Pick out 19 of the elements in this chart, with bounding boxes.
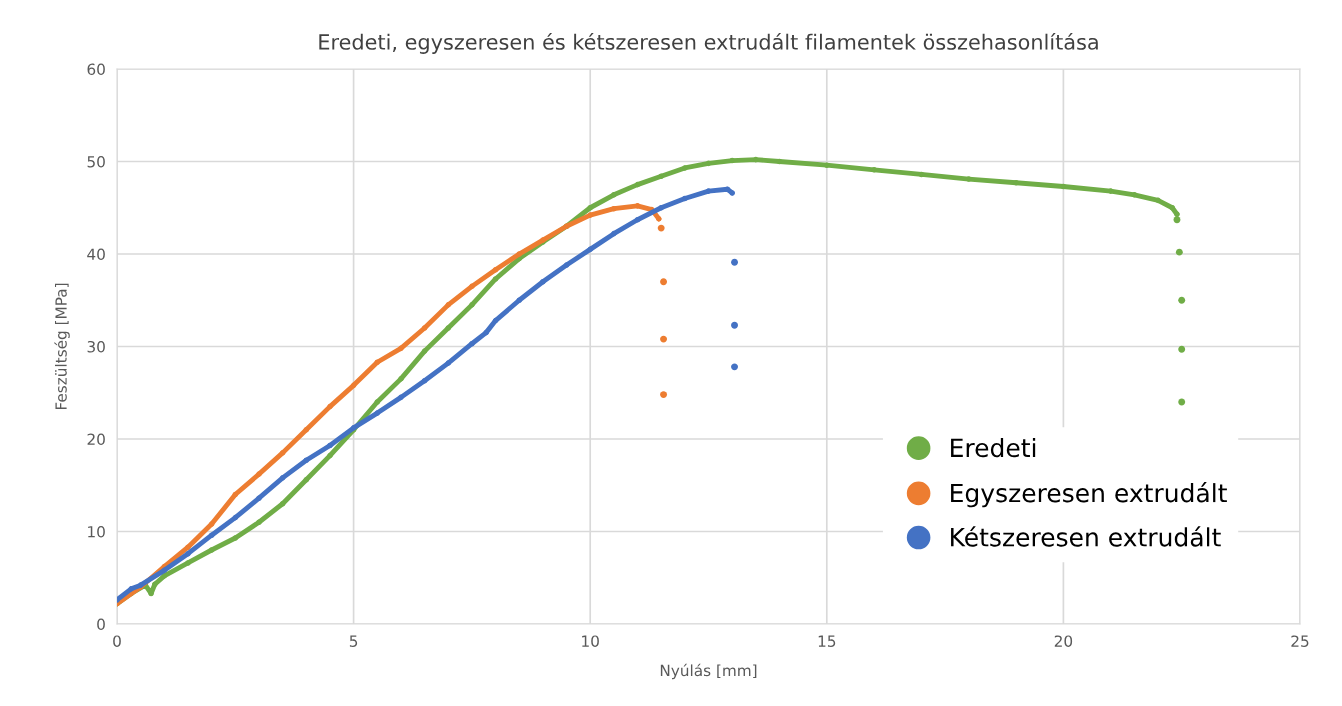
- x-tick-label: 25: [1291, 635, 1309, 647]
- x-tick-label: 20: [1054, 635, 1073, 647]
- x-axis-title: Nyúlás [mm]: [660, 663, 757, 680]
- x-tick-label: 15: [818, 635, 836, 647]
- x-tick-label: 10: [582, 635, 599, 647]
- x-tick-label: 5: [349, 635, 358, 647]
- legend-label: Eredeti: [951, 437, 1036, 458]
- chart-title: Eredeti, egyszeresen és kétszeresen extrudált filamentek összehasonlítása: [319, 32, 1098, 54]
- y-axis-title: Feszültség [MPa]: [54, 283, 70, 410]
- y-tick-label: 40: [87, 248, 105, 261]
- legend-label: Egyszeresen extrudált: [951, 482, 1227, 508]
- y-tick-label: 50: [87, 155, 105, 168]
- y-tick-label: 20: [87, 433, 105, 446]
- y-tick-label: 10: [88, 525, 105, 538]
- legend-label: Kétszeresen extrudált: [951, 526, 1221, 547]
- y-tick-label: 0: [97, 618, 105, 631]
- x-tick-label: 0: [113, 635, 121, 647]
- y-tick-label: 30: [87, 340, 105, 353]
- y-tick-label: 60: [87, 63, 105, 76]
